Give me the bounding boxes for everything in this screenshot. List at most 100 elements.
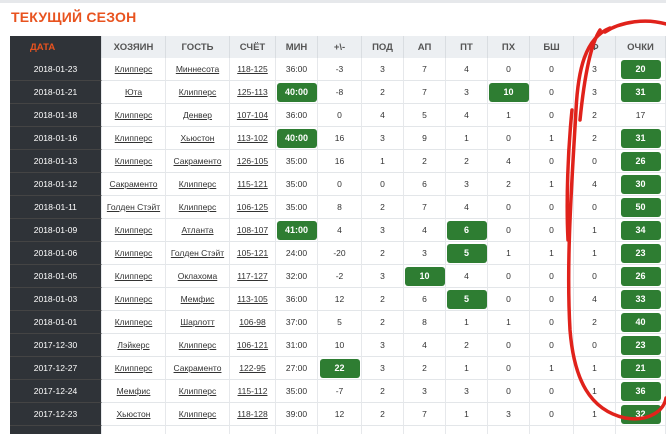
- column-header-rebounds[interactable]: ПОД: [362, 36, 404, 58]
- column-header-steals[interactable]: ПТ: [446, 36, 488, 58]
- guest-team-link[interactable]: Клипперс: [178, 409, 217, 419]
- home-team-link[interactable]: Клипперс: [114, 248, 153, 258]
- home-team-link[interactable]: Лэйкерс: [117, 340, 150, 350]
- score-link[interactable]: 122-95: [239, 363, 266, 373]
- guest-team-link[interactable]: Клипперс: [178, 386, 217, 396]
- guest-team-cell: Клипперс: [166, 81, 230, 104]
- score-link[interactable]: 115-121: [237, 179, 268, 189]
- assists-cell: 8: [404, 311, 446, 334]
- home-team-link[interactable]: Клипперс: [114, 225, 153, 235]
- score-link[interactable]: 113-105: [237, 294, 268, 304]
- guest-team-link[interactable]: Оклахома: [177, 271, 218, 281]
- home-team-link[interactable]: Клипперс: [114, 294, 153, 304]
- score-link[interactable]: 106-121: [236, 340, 269, 350]
- guest-team-link[interactable]: Клипперс: [178, 202, 217, 212]
- assists-value: 7: [422, 409, 427, 419]
- minutes-value: 35:00: [285, 179, 308, 189]
- column-header-blocks[interactable]: БШ: [530, 36, 574, 58]
- blocks-value: 0: [549, 340, 554, 350]
- home-team-cell: Мемфис: [102, 380, 166, 403]
- table-row: 2017-12-21 Клипперс Финикс 108-95 28:00 -3 1 2 2…: [10, 426, 666, 434]
- score-link[interactable]: 108-107: [236, 225, 269, 235]
- guest-team-link[interactable]: Клипперс: [178, 87, 217, 97]
- home-team-link[interactable]: Клипперс: [114, 110, 153, 120]
- season-stats-table: ДАТА ХОЗЯИН ГОСТЬ СЧЁТ МИН +\- ПОД АП ПТ…: [10, 36, 666, 434]
- guest-team-link[interactable]: Хьюстон: [180, 133, 215, 143]
- score-link[interactable]: 126-105: [236, 156, 269, 166]
- date-cell: 2018-01-21: [10, 81, 102, 104]
- guest-team-link[interactable]: Клипперс: [178, 340, 217, 350]
- column-header-score[interactable]: СЧЁТ: [230, 36, 276, 58]
- home-team-link[interactable]: Сакраменто: [109, 179, 158, 189]
- date-value: 2017-12-21: [34, 432, 77, 434]
- column-header-turnovers[interactable]: ПХ: [488, 36, 530, 58]
- minutes-cell: 31:00: [276, 334, 318, 357]
- minutes-cell: 28:00: [276, 426, 318, 434]
- guest-team-link[interactable]: Финикс: [183, 432, 212, 434]
- column-header-minutes[interactable]: МИН: [276, 36, 318, 58]
- steals-cell: 4: [446, 196, 488, 219]
- blocks-value: 0: [549, 271, 554, 281]
- guest-team-link[interactable]: Мемфис: [180, 294, 215, 304]
- points-cell: 34: [616, 219, 666, 242]
- score-link[interactable]: 107-104: [236, 110, 269, 120]
- blocks-cell: 0: [530, 104, 574, 127]
- steals-highlight: 6: [446, 220, 487, 240]
- score-link[interactable]: 125-113: [237, 87, 268, 97]
- score-link[interactable]: 106-98: [239, 317, 266, 327]
- blocks-value: 0: [549, 225, 554, 235]
- turnovers-cell: 1: [488, 242, 530, 265]
- home-team-link[interactable]: Клипперс: [114, 271, 153, 281]
- column-header-plus-minus[interactable]: +\-: [318, 36, 362, 58]
- home-team-link[interactable]: Клипперс: [114, 317, 153, 327]
- fouls-cell: 2: [574, 104, 616, 127]
- turnovers-cell: 0: [488, 127, 530, 150]
- turnovers-value: 0: [506, 133, 511, 143]
- guest-team-link[interactable]: Миннесота: [175, 64, 220, 74]
- score-link[interactable]: 117-127: [237, 271, 268, 281]
- rebounds-cell: 1: [362, 150, 404, 173]
- score-link[interactable]: 115-112: [237, 386, 268, 396]
- column-header-home[interactable]: ХОЗЯИН: [102, 36, 166, 58]
- fouls-cell: 0: [574, 196, 616, 219]
- fouls-cell: 4: [574, 173, 616, 196]
- steals-cell: 5: [446, 288, 488, 311]
- home-team-link[interactable]: Голден Стэйт: [106, 202, 161, 212]
- home-team-link[interactable]: Хьюстон: [116, 409, 151, 419]
- home-team-link[interactable]: Клипперс: [115, 432, 153, 434]
- score-link[interactable]: 118-125: [237, 64, 268, 74]
- score-link[interactable]: 106-125: [236, 202, 269, 212]
- home-team-cell: Клипперс: [102, 127, 166, 150]
- column-header-guest[interactable]: ГОСТЬ: [166, 36, 230, 58]
- minutes-cell: 35:00: [276, 196, 318, 219]
- home-team-link[interactable]: Клипперс: [114, 363, 153, 373]
- guest-team-link[interactable]: Сакраменто: [173, 156, 222, 166]
- column-header-points[interactable]: ОЧКИ: [616, 36, 666, 58]
- score-link[interactable]: 113-102: [237, 133, 268, 143]
- score-link[interactable]: 108-95: [239, 432, 265, 434]
- home-team-link[interactable]: Клипперс: [114, 156, 153, 166]
- guest-team-link[interactable]: Атланта: [181, 225, 214, 235]
- home-team-link[interactable]: Клипперс: [114, 133, 153, 143]
- guest-team-link[interactable]: Клипперс: [178, 179, 217, 189]
- guest-team-link[interactable]: Денвер: [182, 110, 213, 120]
- home-team-link[interactable]: Клипперс: [114, 64, 153, 74]
- column-header-assists[interactable]: АП: [404, 36, 446, 58]
- guest-team-link[interactable]: Голден Стэйт: [170, 248, 225, 258]
- blocks-value: 1: [549, 179, 554, 189]
- guest-team-link[interactable]: Сакраменто: [173, 363, 222, 373]
- table-row: 2017-12-27 Клипперс Сакраменто 122-95 27:00 2…: [10, 357, 666, 380]
- blocks-value: 0: [549, 64, 554, 74]
- column-header-date[interactable]: ДАТА: [10, 36, 102, 58]
- guest-team-link[interactable]: Шарлотт: [180, 317, 215, 327]
- home-team-link[interactable]: Юта: [124, 87, 143, 97]
- minutes-cell: 41:00: [276, 219, 318, 242]
- column-header-fouls[interactable]: Ф: [574, 36, 616, 58]
- score-link[interactable]: 105-121: [236, 248, 269, 258]
- home-team-link[interactable]: Мемфис: [116, 386, 151, 396]
- score-link[interactable]: 118-128: [237, 409, 268, 419]
- fouls-value: 0: [592, 156, 597, 166]
- date-value: 2018-01-03: [33, 294, 78, 304]
- assists-value: 2: [422, 363, 427, 373]
- turnovers-cell: 3: [488, 403, 530, 426]
